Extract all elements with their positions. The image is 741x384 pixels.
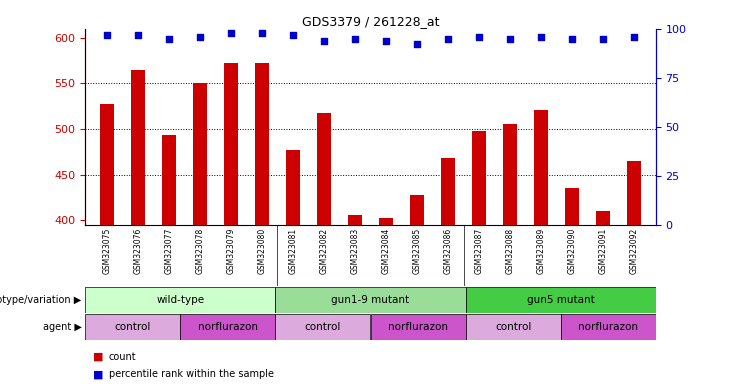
Text: GSM323092: GSM323092 bbox=[630, 228, 639, 274]
Text: count: count bbox=[109, 352, 136, 362]
Bar bbox=[465, 314, 561, 340]
Text: GSM323081: GSM323081 bbox=[288, 228, 297, 274]
Bar bbox=[534, 110, 548, 225]
Bar bbox=[370, 314, 465, 340]
Point bbox=[411, 41, 423, 48]
Bar bbox=[162, 136, 176, 225]
Bar bbox=[224, 63, 238, 225]
Bar bbox=[503, 124, 517, 225]
Point bbox=[225, 30, 237, 36]
Text: control: control bbox=[305, 322, 341, 332]
Text: agent ▶: agent ▶ bbox=[43, 322, 82, 332]
Point bbox=[163, 35, 175, 41]
Bar bbox=[472, 131, 486, 225]
Text: ■: ■ bbox=[93, 352, 107, 362]
Bar bbox=[286, 150, 300, 225]
Title: GDS3379 / 261228_at: GDS3379 / 261228_at bbox=[302, 15, 439, 28]
Text: gun1-9 mutant: gun1-9 mutant bbox=[331, 295, 410, 305]
Point bbox=[349, 35, 361, 41]
Point bbox=[318, 38, 330, 44]
Bar bbox=[131, 70, 145, 225]
Text: GSM323080: GSM323080 bbox=[257, 228, 267, 274]
Bar bbox=[85, 287, 276, 313]
Text: GSM323089: GSM323089 bbox=[536, 228, 545, 274]
Text: GSM323082: GSM323082 bbox=[319, 228, 328, 274]
Text: GSM323078: GSM323078 bbox=[196, 228, 205, 274]
Text: GSM323090: GSM323090 bbox=[568, 228, 576, 274]
Point bbox=[473, 33, 485, 40]
Bar bbox=[596, 211, 610, 225]
Point bbox=[101, 31, 113, 38]
Text: norflurazon: norflurazon bbox=[388, 322, 448, 332]
Text: GSM323075: GSM323075 bbox=[102, 228, 111, 274]
Text: GSM323086: GSM323086 bbox=[444, 228, 453, 274]
Point bbox=[194, 33, 206, 40]
Point bbox=[566, 35, 578, 41]
Point bbox=[256, 30, 268, 36]
Text: GSM323076: GSM323076 bbox=[133, 228, 142, 274]
Text: wild-type: wild-type bbox=[156, 295, 205, 305]
Point bbox=[380, 38, 392, 44]
Text: norflurazon: norflurazon bbox=[198, 322, 258, 332]
Text: GSM323087: GSM323087 bbox=[474, 228, 484, 274]
Point bbox=[535, 33, 547, 40]
Bar bbox=[317, 113, 331, 225]
Bar bbox=[410, 195, 424, 225]
Bar bbox=[100, 104, 114, 225]
Text: GSM323088: GSM323088 bbox=[505, 228, 514, 274]
Text: percentile rank within the sample: percentile rank within the sample bbox=[109, 369, 274, 379]
Bar bbox=[627, 161, 641, 225]
Bar bbox=[379, 218, 393, 225]
Bar bbox=[465, 287, 656, 313]
Bar bbox=[180, 314, 276, 340]
Text: GSM323077: GSM323077 bbox=[165, 228, 173, 274]
Point bbox=[628, 33, 640, 40]
Text: norflurazon: norflurazon bbox=[578, 322, 638, 332]
Text: genotype/variation ▶: genotype/variation ▶ bbox=[0, 295, 82, 305]
Text: ■: ■ bbox=[93, 369, 107, 379]
Bar bbox=[276, 314, 370, 340]
Point bbox=[287, 31, 299, 38]
Bar bbox=[85, 314, 180, 340]
Text: GSM323091: GSM323091 bbox=[599, 228, 608, 274]
Text: gun5 mutant: gun5 mutant bbox=[527, 295, 594, 305]
Text: GSM323079: GSM323079 bbox=[227, 228, 236, 274]
Point bbox=[597, 35, 609, 41]
Text: GSM323085: GSM323085 bbox=[413, 228, 422, 274]
Bar bbox=[276, 287, 465, 313]
Bar bbox=[348, 215, 362, 225]
Bar bbox=[565, 188, 579, 225]
Text: control: control bbox=[115, 322, 151, 332]
Text: control: control bbox=[495, 322, 531, 332]
Bar bbox=[255, 63, 269, 225]
Point bbox=[504, 35, 516, 41]
Text: GSM323084: GSM323084 bbox=[382, 228, 391, 274]
Bar bbox=[561, 314, 656, 340]
Bar bbox=[441, 158, 455, 225]
Point bbox=[132, 31, 144, 38]
Point bbox=[442, 35, 454, 41]
Text: GSM323083: GSM323083 bbox=[350, 228, 359, 274]
Bar bbox=[193, 83, 207, 225]
